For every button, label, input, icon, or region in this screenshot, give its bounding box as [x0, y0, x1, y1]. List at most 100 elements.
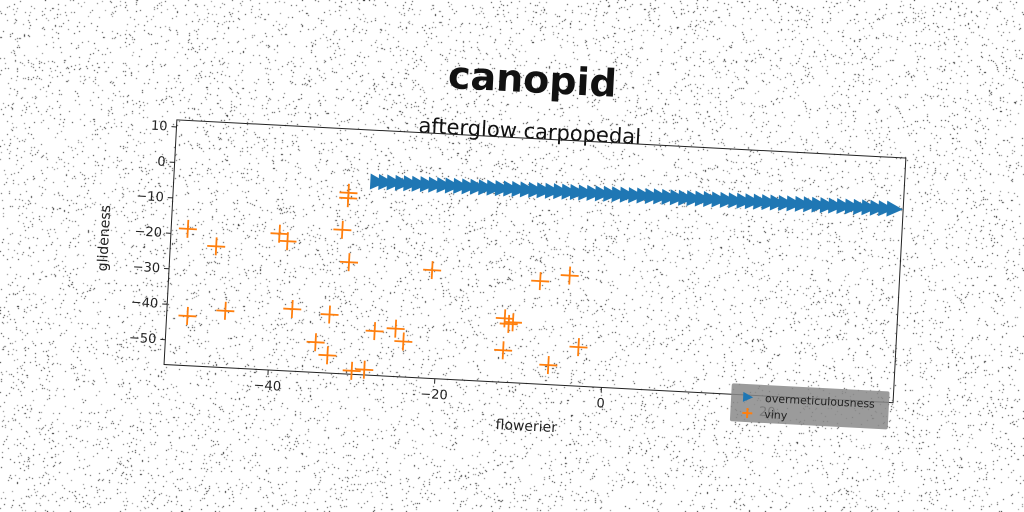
series-layer — [178, 173, 903, 380]
data-point-overmeticulousness — [744, 193, 762, 210]
data-point-viny — [278, 232, 297, 251]
data-point-overmeticulousness — [478, 179, 495, 196]
data-point-overmeticulousness — [753, 193, 770, 210]
data-point-overmeticulousness — [628, 187, 645, 204]
data-point-overmeticulousness — [544, 182, 562, 199]
legend: overmeticulousness viny — [729, 383, 890, 430]
data-point-overmeticulousness — [394, 174, 412, 191]
data-point-overmeticulousness — [453, 177, 470, 194]
legend-label-overmeticulousness: overmeticulousness — [765, 392, 876, 411]
data-point-overmeticulousness — [494, 180, 512, 197]
y-tick-label: −10 — [136, 189, 164, 205]
data-point-overmeticulousness — [886, 200, 903, 217]
data-point-overmeticulousness — [711, 191, 728, 208]
data-point-overmeticulousness — [586, 184, 603, 201]
y-tick-label: 10 — [151, 119, 168, 135]
data-point-overmeticulousness — [569, 184, 587, 201]
legend-label-viny: viny — [764, 408, 788, 422]
x-tick-label: −20 — [420, 387, 448, 403]
data-point-viny — [394, 332, 413, 351]
x-tick-label: −40 — [253, 378, 281, 394]
legend-marker-viny — [742, 408, 753, 419]
data-point-overmeticulousness — [519, 181, 537, 198]
data-point-overmeticulousness — [411, 175, 428, 192]
y-tick-label: −30 — [132, 260, 160, 276]
data-point-viny — [342, 361, 361, 380]
data-point-viny — [569, 338, 588, 357]
data-point-viny — [318, 346, 337, 365]
data-point-overmeticulousness — [428, 176, 445, 193]
data-point-viny — [423, 261, 442, 280]
chart-subtitle: afterglow carpopedal — [418, 114, 642, 150]
data-point-overmeticulousness — [703, 191, 720, 207]
data-point-overmeticulousness — [594, 185, 612, 202]
data-point-overmeticulousness — [853, 198, 870, 215]
data-point-overmeticulousness — [461, 178, 478, 195]
data-point-overmeticulousness — [678, 189, 695, 206]
data-point-overmeticulousness — [536, 182, 553, 199]
data-point-viny — [531, 272, 550, 291]
data-point-viny — [320, 305, 339, 324]
data-point-viny — [333, 220, 352, 239]
data-point-overmeticulousness — [869, 199, 887, 216]
data-point-viny — [539, 356, 558, 375]
data-point-overmeticulousness — [778, 194, 795, 211]
data-point-overmeticulousness — [786, 195, 803, 212]
data-point-viny — [560, 266, 579, 285]
data-point-viny — [339, 183, 358, 202]
data-point-overmeticulousness — [469, 178, 487, 195]
data-point-overmeticulousness — [386, 174, 403, 191]
plot-area-frame — [163, 119, 907, 404]
data-point-overmeticulousness — [761, 194, 778, 211]
data-point-overmeticulousness — [561, 183, 578, 200]
data-point-overmeticulousness — [653, 188, 670, 205]
data-point-overmeticulousness — [403, 175, 420, 192]
x-tick-label: 0 — [596, 396, 605, 411]
data-point-viny — [306, 333, 325, 352]
data-point-overmeticulousness — [878, 200, 895, 217]
data-point-overmeticulousness — [803, 196, 820, 213]
data-point-viny — [355, 360, 374, 379]
series-overmeticulousness — [369, 173, 903, 217]
data-point-overmeticulousness — [811, 196, 828, 213]
data-point-overmeticulousness — [578, 184, 595, 201]
data-point-overmeticulousness — [719, 191, 737, 208]
data-point-viny — [178, 306, 197, 325]
data-point-viny — [386, 319, 405, 338]
y-tick-label: −20 — [134, 224, 162, 240]
data-point-overmeticulousness — [553, 183, 570, 200]
data-point-viny — [207, 237, 226, 256]
data-point-viny — [216, 301, 235, 320]
data-point-overmeticulousness — [369, 173, 387, 190]
data-point-overmeticulousness — [511, 180, 528, 197]
y-tick-label: −40 — [130, 295, 158, 311]
y-axis-label: glideness — [95, 205, 114, 272]
data-point-overmeticulousness — [828, 197, 845, 214]
chart-title: canopid — [447, 53, 618, 106]
data-point-overmeticulousness — [611, 186, 628, 203]
legend-marker-overmeticulousness — [742, 391, 754, 402]
data-point-overmeticulousness — [844, 198, 862, 215]
data-point-overmeticulousness — [686, 190, 703, 207]
data-point-overmeticulousness — [636, 187, 653, 204]
data-point-overmeticulousness — [769, 194, 787, 211]
data-point-viny — [283, 299, 302, 319]
data-point-overmeticulousness — [503, 180, 520, 197]
data-point-overmeticulousness — [836, 198, 853, 214]
data-point-overmeticulousness — [486, 179, 503, 196]
data-point-viny — [270, 224, 289, 243]
data-point-viny — [365, 322, 384, 341]
data-point-overmeticulousness — [378, 173, 395, 190]
y-tick-label: −50 — [129, 331, 157, 347]
data-point-overmeticulousness — [794, 195, 812, 212]
data-point-overmeticulousness — [444, 177, 462, 194]
legend-box — [729, 383, 890, 430]
data-point-viny — [494, 341, 513, 360]
series-viny — [178, 183, 588, 380]
data-point-viny — [495, 309, 514, 328]
data-point-viny — [339, 253, 359, 272]
data-point-overmeticulousness — [436, 177, 453, 194]
data-point-viny — [499, 314, 518, 333]
data-point-overmeticulousness — [528, 181, 545, 198]
